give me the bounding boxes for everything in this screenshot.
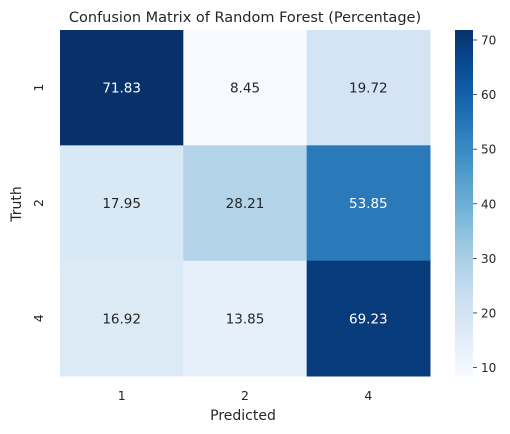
x-tick-label-2: 4 bbox=[364, 388, 372, 403]
x-axis-ticks: 1 2 4 bbox=[118, 388, 373, 403]
cell-value-label-r0-c0: 71.83 bbox=[102, 81, 141, 97]
cell-value-label-r2-c1: 13.85 bbox=[226, 311, 265, 327]
heatmap-cell-r1-c0 bbox=[60, 145, 184, 262]
cell-value-label-r0-c2: 19.72 bbox=[349, 81, 388, 97]
colorbar-tick-label-4: 50 bbox=[481, 143, 496, 157]
heatmap-cells: 71.83 8.45 19.72 17.95 28.21 53.85 16.92 13.85 6… bbox=[60, 30, 431, 377]
cell-value-label-r2-c0: 16.92 bbox=[102, 311, 141, 327]
heatmap-cell-r2-c2 bbox=[306, 260, 431, 377]
cell-value-label-r1-c0: 17.95 bbox=[102, 196, 141, 212]
heatmap-cell-r0-c2 bbox=[306, 30, 431, 146]
colorbar: 10 20 30 40 50 60 70 bbox=[455, 30, 496, 376]
x-tick-label-0: 1 bbox=[118, 388, 126, 403]
colorbar-gradient bbox=[455, 30, 473, 376]
x-tick-label-1: 2 bbox=[241, 388, 249, 403]
heatmap-cell-r1-c1 bbox=[183, 145, 308, 262]
heatmap-cell-r0-c0 bbox=[60, 30, 184, 146]
y-tick-label-0: 1 bbox=[31, 84, 46, 92]
colorbar-tick-label-3: 40 bbox=[481, 197, 496, 211]
y-axis-ticks: 1 2 4 bbox=[31, 84, 46, 323]
heatmap-cell-r0-c1 bbox=[183, 30, 308, 146]
colorbar-tick-label-0: 10 bbox=[481, 361, 496, 375]
colorbar-tick-label-1: 20 bbox=[481, 306, 496, 320]
y-tick-label-2: 4 bbox=[31, 314, 46, 322]
cell-value-label-r0-c1: 8.45 bbox=[230, 81, 260, 97]
heatmap-cell-r1-c2 bbox=[306, 145, 431, 262]
colorbar-tick-label-5: 60 bbox=[481, 88, 496, 102]
y-axis-label: Truth bbox=[9, 186, 25, 223]
colorbar-tick-label-6: 70 bbox=[481, 33, 496, 47]
colorbar-tick-label-2: 30 bbox=[481, 252, 496, 266]
heatmap-cell-r2-c0 bbox=[60, 260, 184, 377]
cell-value-label-r1-c1: 28.21 bbox=[226, 196, 265, 212]
heatmap-cell-r2-c1 bbox=[183, 260, 308, 377]
x-axis-label: Predicted bbox=[210, 408, 276, 424]
cell-value-label-r2-c2: 69.23 bbox=[349, 311, 388, 327]
cell-value-label-r1-c2: 53.85 bbox=[349, 196, 388, 212]
y-tick-label-1: 2 bbox=[31, 199, 46, 207]
chart-title: Confusion Matrix of Random Forest (Perce… bbox=[69, 10, 421, 26]
